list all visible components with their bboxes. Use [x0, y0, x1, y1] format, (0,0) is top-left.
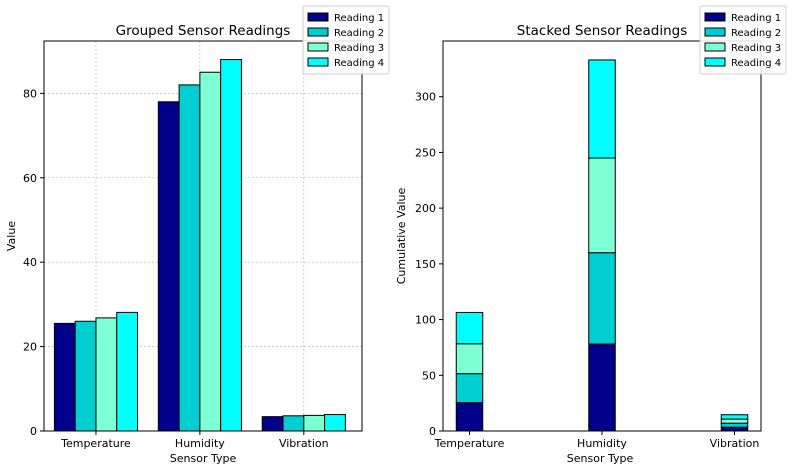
grouped-y-ticks: 0 20 40 60 80: [23, 87, 44, 438]
bar-temperature-reading-2: [74, 320, 97, 432]
bar-temperature-reading-3: [95, 317, 118, 432]
stacked-x-ticks: Temperature Humidity Vibration: [434, 431, 760, 450]
stack-humidity-reading-3: [588, 157, 616, 254]
legend-label: Reading 1: [334, 13, 384, 24]
grouped-y-axis-label: Value: [5, 221, 18, 251]
y-tick-label: 80: [23, 87, 37, 100]
legend-swatch: [704, 27, 726, 37]
x-tick-label: Humidity: [577, 437, 627, 450]
legend-label: Reading 2: [334, 28, 384, 39]
legend-label: Reading 3: [731, 43, 781, 54]
y-tick-label: 40: [23, 256, 37, 269]
grouped-axes-frame: [43, 40, 363, 432]
x-tick-label: Vibration: [279, 437, 329, 450]
legend-label: Reading 4: [731, 58, 781, 69]
y-tick-label: 0: [30, 425, 37, 438]
legend-swatch: [704, 12, 726, 22]
bar-vibration-reading-3: [303, 414, 326, 432]
grouped-x-axis-label: Sensor Type: [170, 452, 237, 465]
y-tick-label: 250: [415, 146, 436, 159]
x-tick-label: Humidity: [175, 437, 225, 450]
stack-vibration-reading-2: [720, 422, 749, 428]
bar-humidity-reading-1: [157, 101, 180, 432]
stack-vibration-reading-1: [720, 426, 749, 432]
legend-label: Reading 2: [731, 28, 781, 39]
stacked-chart: 0 50 100 150 200 250 300 Temperature Humidity Vi…: [395, 5, 787, 465]
stack-vibration-reading-4: [720, 414, 749, 420]
grouped-legend: Reading 1 Reading 2 Reading 3 Reading 4: [302, 5, 390, 75]
legend-label: Reading 4: [334, 58, 384, 69]
y-tick-label: 50: [422, 369, 436, 382]
legend-label: Reading 3: [334, 43, 384, 54]
legend-swatch: [704, 57, 726, 67]
legend-box: [699, 5, 787, 75]
legend-box: [302, 5, 390, 75]
bar-vibration-reading-2: [282, 415, 305, 432]
legend-swatch: [307, 12, 329, 22]
grouped-bars: [53, 59, 346, 432]
bar-temperature-reading-4: [116, 311, 139, 432]
y-tick-label: 0: [429, 425, 436, 438]
stacked-legend: Reading 1 Reading 2 Reading 3 Reading 4: [699, 5, 787, 75]
stack-temperature-reading-3: [455, 343, 484, 375]
legend-swatch: [307, 42, 329, 52]
stacked-chart-title: Stacked Sensor Readings: [517, 23, 687, 39]
x-tick-label: Temperature: [434, 437, 505, 450]
legend-swatch: [704, 42, 726, 52]
bar-temperature-reading-1: [53, 322, 76, 432]
y-tick-label: 200: [415, 202, 436, 215]
grouped-x-ticks: Temperature Humidity Vibration: [60, 431, 329, 450]
bar-humidity-reading-4: [220, 59, 242, 432]
bar-vibration-reading-4: [324, 414, 346, 432]
stack-temperature-reading-2: [455, 373, 484, 404]
legend-label: Reading 1: [731, 13, 781, 24]
grouped-chart-title: Grouped Sensor Readings: [116, 23, 291, 39]
y-tick-label: 100: [415, 314, 436, 327]
y-tick-label: 300: [415, 91, 436, 104]
stack-humidity-reading-2: [588, 252, 616, 345]
grouped-chart: 0 20 40 60 80 Temperature Humidity Vibration G…: [5, 5, 390, 465]
stack-temperature-reading-4: [455, 311, 484, 345]
bar-humidity-reading-3: [199, 71, 222, 432]
y-tick-label: 20: [23, 341, 37, 354]
bar-humidity-reading-2: [178, 84, 201, 432]
stacked-y-axis-label: Cumulative Value: [395, 188, 408, 285]
stack-vibration-reading-3: [720, 418, 749, 424]
stack-humidity-reading-1: [588, 343, 616, 432]
stacked-x-axis-label: Sensor Type: [567, 452, 634, 465]
y-tick-label: 150: [415, 258, 436, 271]
legend-swatch: [307, 57, 329, 67]
stacked-y-ticks: 0 50 100 150 200 250 300: [415, 91, 443, 438]
bar-vibration-reading-1: [261, 416, 284, 432]
legend-swatch: [307, 27, 329, 37]
stacked-bars: [455, 59, 749, 432]
stack-humidity-reading-4: [588, 59, 616, 159]
x-tick-label: Temperature: [60, 437, 131, 450]
y-tick-label: 60: [23, 172, 37, 185]
stack-temperature-reading-1: [455, 402, 484, 432]
x-tick-label: Vibration: [710, 437, 760, 450]
